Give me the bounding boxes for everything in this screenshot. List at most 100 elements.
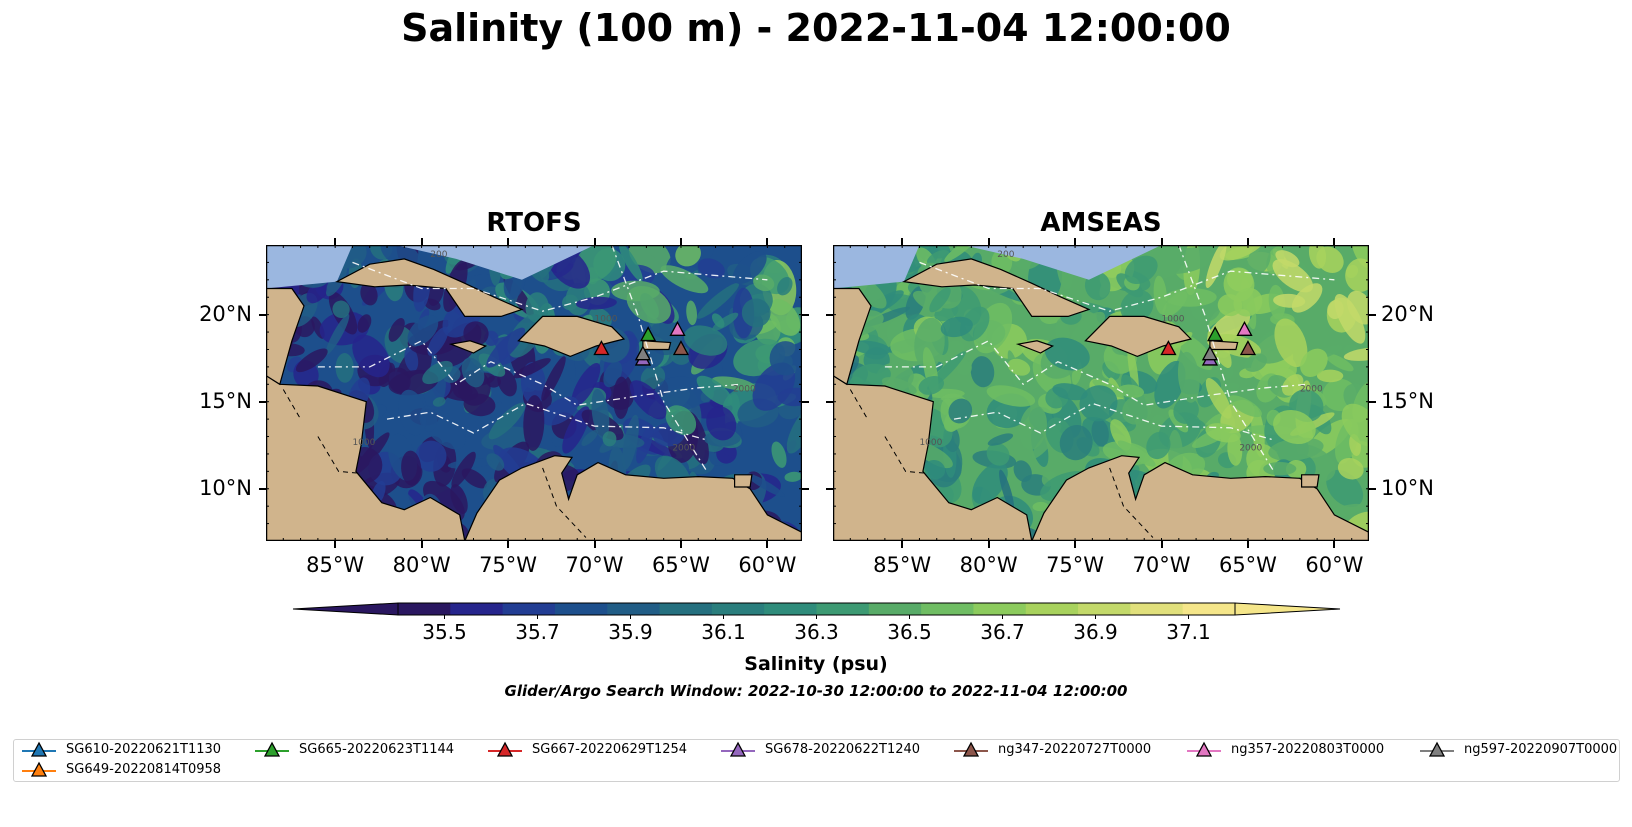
lon-tick-mark — [420, 541, 423, 548]
lon-tick-mark — [987, 238, 990, 245]
contour-label: 1000 — [1162, 315, 1185, 325]
lon-tick-mark — [420, 238, 423, 245]
glider-marker-SG665-20220623T1144 — [640, 326, 657, 342]
lon-tick-label: 80°W — [392, 553, 451, 577]
colorbar-segment — [711, 603, 765, 615]
lat-tick-mark — [826, 487, 833, 490]
triangle-marker-icon — [22, 761, 56, 777]
lon-tick-mark — [334, 541, 337, 548]
lon-tick-label: 65°W — [651, 553, 710, 577]
glider-marker-ng357-20220803T0000 — [669, 320, 686, 336]
lon-tick-mark — [679, 238, 682, 245]
glider-marker-ng597-20220907T0000 — [1201, 345, 1219, 361]
colorbar-segment — [921, 603, 974, 615]
colorbar-segment — [1025, 603, 1079, 615]
lat-tick-mark — [802, 400, 809, 403]
colorbar-segment — [1078, 603, 1131, 615]
contour-label: 1000 — [352, 438, 375, 448]
lat-tick-mark — [1369, 313, 1376, 316]
lon-tick-mark — [766, 541, 769, 548]
colorbar-tick-label: 35.7 — [515, 620, 560, 644]
legend-label: ng357-20220803T0000 — [1231, 742, 1385, 757]
colorbar-tick-label: 36.1 — [701, 620, 746, 644]
contour-label: 2000 — [1300, 384, 1323, 394]
legend-label: SG678-20220622T1240 — [765, 742, 921, 757]
lat-tick-label-left: 15°N — [199, 388, 252, 413]
colorbar-segment — [398, 603, 451, 615]
legend-label: SG649-20220814T0958 — [66, 762, 222, 777]
lon-tick-mark — [593, 238, 596, 245]
lat-tick-label-right: 15°N — [1381, 388, 1434, 413]
colorbar-segment — [764, 603, 817, 615]
lon-tick-mark — [334, 238, 337, 245]
glider-marker-ng347-20220727T0000 — [1239, 340, 1257, 356]
lon-tick-mark — [593, 541, 596, 548]
legend-label: SG667-20220629T1254 — [532, 742, 688, 757]
rtofs-salinity-map: 200 1000 2000 1000 2000 — [265, 244, 803, 542]
glider-marker-ng597-20220907T0000 — [634, 345, 652, 361]
lat-tick-mark — [1369, 487, 1376, 490]
lat-tick-label-right: 10°N — [1381, 475, 1434, 500]
lat-tick-label-right: 20°N — [1381, 301, 1434, 326]
contour-label: 2000 — [733, 384, 756, 394]
colorbar-segment — [1130, 603, 1184, 615]
lat-tick-mark — [259, 487, 266, 490]
lat-tick-mark — [826, 400, 833, 403]
legend-label: SG665-20220623T1144 — [299, 742, 455, 757]
lat-tick-label-left: 10°N — [199, 475, 252, 500]
colorbar-tick-label: 35.5 — [422, 620, 467, 644]
triangle-marker-icon — [255, 741, 289, 757]
salinity-colorbar: 35.5 35.7 35.9 36.1 36.3 36.5 36.7 36.9 37.1 — [292, 602, 1341, 644]
contour-label: 1000 — [595, 315, 618, 325]
lat-tick-mark — [802, 313, 809, 316]
glider-marker-ng347-20220727T0000 — [672, 340, 690, 356]
glider-marker-ng357-20220803T0000 — [1236, 320, 1253, 336]
triangle-marker-icon — [22, 741, 56, 757]
legend-label: ng597-20220907T0000 — [1464, 742, 1618, 757]
colorbar-segment — [659, 603, 713, 615]
figure-title: Salinity (100 m) - 2022-11-04 12:00:00 — [401, 6, 1231, 50]
contour-label: 2000 — [672, 443, 695, 453]
lon-tick-mark — [507, 238, 510, 245]
legend-label: SG610-20220621T1130 — [66, 742, 222, 757]
glider-legend: SG610-20220621T1130 SG665-20220623T1144 SG… — [13, 739, 1620, 782]
lon-tick-mark — [1160, 541, 1163, 548]
amseas-salinity-map: 200 1000 2000 1000 2000 — [832, 244, 1370, 542]
lon-tick-label: 75°W — [479, 553, 538, 577]
lon-tick-mark — [766, 238, 769, 245]
rtofs-map-svg: 200 1000 2000 1000 2000 — [265, 244, 803, 542]
colorbar-segment — [816, 603, 870, 615]
amseas-panel-title: AMSEAS — [1040, 208, 1162, 238]
lon-tick-label: 85°W — [306, 553, 365, 577]
lon-tick-mark — [1246, 541, 1249, 548]
legend-label: ng347-20220727T0000 — [998, 742, 1152, 757]
colorbar-segment — [554, 603, 608, 615]
lon-tick-mark — [901, 238, 904, 245]
lon-tick-label: 60°W — [1305, 553, 1364, 577]
colorbar-segment — [502, 603, 556, 615]
colorbar-label: Salinity (psu) — [744, 653, 888, 675]
lon-tick-mark — [1074, 238, 1077, 245]
colorbar-tick-label: 36.5 — [887, 620, 932, 644]
lat-tick-mark — [826, 313, 833, 316]
colorbar-tick-label: 36.7 — [980, 620, 1025, 644]
lat-tick-mark — [802, 487, 809, 490]
lon-tick-label: 70°W — [565, 553, 624, 577]
lon-tick-mark — [507, 541, 510, 548]
lon-tick-mark — [1246, 238, 1249, 245]
triangle-marker-icon — [1420, 741, 1454, 757]
glider-marker-SG667-20220629T1254 — [593, 340, 610, 356]
lon-tick-label: 85°W — [873, 553, 932, 577]
lat-tick-mark — [259, 313, 266, 316]
colorbar-tick-label: 37.1 — [1166, 620, 1211, 644]
lon-tick-mark — [1333, 541, 1336, 548]
colorbar-extend-high — [1234, 602, 1341, 616]
colorbar-tick-label: 35.9 — [608, 620, 653, 644]
lon-tick-label: 70°W — [1132, 553, 1191, 577]
lon-tick-mark — [987, 541, 990, 548]
contour-label: 200 — [430, 250, 447, 260]
lon-tick-label: 75°W — [1046, 553, 1105, 577]
colorbar-tick-label: 36.9 — [1073, 620, 1118, 644]
colorbar-segment — [1182, 603, 1236, 615]
lon-tick-label: 80°W — [959, 553, 1018, 577]
